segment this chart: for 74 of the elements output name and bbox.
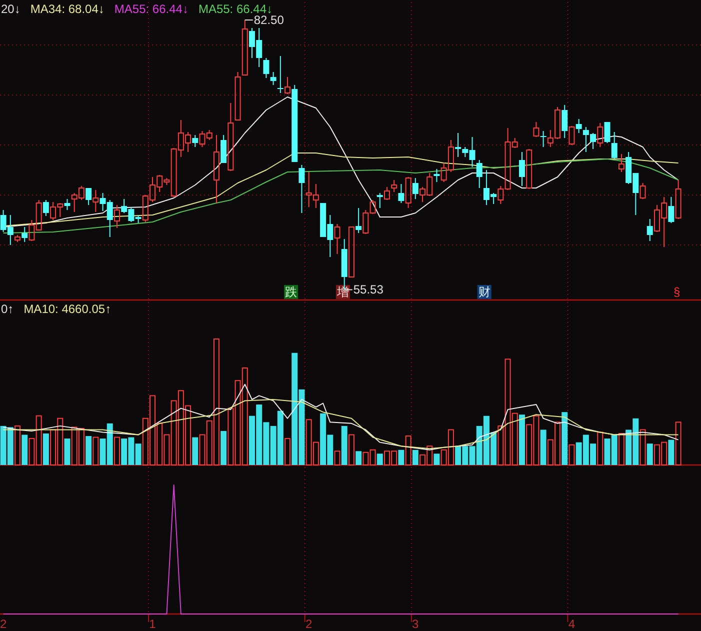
bar xyxy=(562,412,568,465)
bar xyxy=(405,436,412,466)
candlestick xyxy=(412,178,418,200)
bar xyxy=(64,438,70,465)
candlestick xyxy=(114,204,120,228)
candlestick xyxy=(562,104,568,138)
candlestick xyxy=(263,58,270,78)
candlestick xyxy=(42,200,49,216)
x-tick-label: 2 xyxy=(305,617,312,631)
bar xyxy=(284,438,291,466)
candlestick xyxy=(356,208,362,234)
candlestick xyxy=(604,122,610,144)
annotation: 跌 xyxy=(285,285,298,299)
candlestick xyxy=(476,160,482,188)
annotation: 财 xyxy=(478,285,490,299)
bar xyxy=(618,433,624,466)
candlestick xyxy=(518,152,525,186)
bar xyxy=(376,454,383,465)
bar xyxy=(348,434,354,466)
bar xyxy=(114,436,120,466)
bar xyxy=(412,450,418,465)
x-tick-label: 3 xyxy=(412,617,420,631)
candlestick xyxy=(611,132,618,160)
candlestick xyxy=(64,198,70,210)
candlestick xyxy=(213,134,220,204)
candlestick xyxy=(220,134,227,164)
annotation: MA55: 66.44↓ xyxy=(198,2,272,16)
bar xyxy=(220,430,227,465)
bar xyxy=(518,414,525,465)
candlestick xyxy=(646,218,653,242)
bar xyxy=(86,436,92,465)
candlestick xyxy=(434,168,440,182)
bar xyxy=(668,440,674,465)
bar xyxy=(42,434,49,465)
bar xyxy=(675,422,682,466)
candlestick xyxy=(22,226,28,242)
bar xyxy=(14,425,21,466)
bar xyxy=(334,450,340,466)
candlestick xyxy=(376,192,383,208)
candlestick xyxy=(455,132,462,158)
x-tick-label: 2 xyxy=(0,617,7,631)
bar xyxy=(540,430,546,465)
bar xyxy=(341,426,348,465)
bar xyxy=(597,432,604,466)
candlestick xyxy=(668,196,674,224)
annotation: MA34: 68.04↓ xyxy=(30,2,104,16)
annotation: 82.50 xyxy=(254,13,284,27)
candlestick xyxy=(298,164,305,214)
bar xyxy=(646,444,653,465)
annotation: 20↓ xyxy=(1,2,20,16)
candlestick xyxy=(92,190,99,212)
bar xyxy=(356,451,362,465)
bar xyxy=(434,454,440,465)
annotation: 增 xyxy=(336,285,349,299)
candlestick xyxy=(277,56,284,94)
bar xyxy=(398,450,404,465)
bar xyxy=(22,434,28,465)
annotation: 55.53 xyxy=(353,282,384,297)
candlestick xyxy=(86,188,92,206)
candlestick xyxy=(192,134,198,148)
candlestick xyxy=(270,72,276,86)
text: MA10: 4660.05↑ xyxy=(24,302,112,316)
bar xyxy=(92,436,99,466)
bar xyxy=(640,429,646,466)
candlestick xyxy=(576,118,582,134)
candlestick xyxy=(398,184,404,204)
annotation: § xyxy=(674,285,680,299)
text: 0↑ xyxy=(1,302,14,316)
candlestick xyxy=(540,130,546,148)
annotation: MA55: 66.44↓ xyxy=(114,2,188,16)
x-tick-label: 1 xyxy=(149,617,156,631)
bar xyxy=(568,444,575,466)
x-tick-label: 4 xyxy=(568,617,576,631)
bar xyxy=(192,437,198,465)
